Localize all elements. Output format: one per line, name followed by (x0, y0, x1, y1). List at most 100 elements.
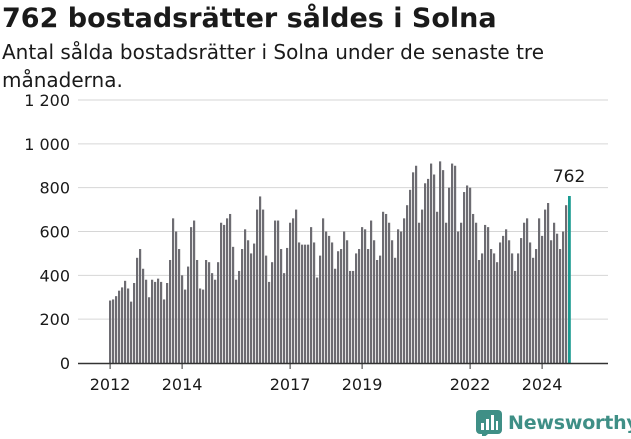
bar (265, 255, 268, 363)
x-tick-label: 2017 (270, 375, 311, 394)
bar (520, 238, 523, 363)
bar (433, 174, 436, 363)
bar-chart: 0 200 400 600 800 1 000 1 200 2012 2014 2017 2019… (24, 91, 608, 394)
bar (337, 251, 340, 363)
bar (523, 222, 526, 363)
bar (400, 231, 403, 363)
bar (475, 222, 478, 363)
bar (277, 220, 280, 363)
bar (178, 249, 181, 363)
y-tick-label: 1 200 (24, 91, 70, 110)
bar (343, 231, 346, 363)
bar (253, 243, 256, 363)
bar (184, 289, 187, 363)
bar (196, 259, 199, 363)
bar (373, 240, 376, 363)
bar (271, 262, 274, 363)
x-tick-label: 2014 (162, 375, 203, 394)
bar (181, 275, 184, 363)
bar (550, 240, 553, 363)
bar (565, 205, 568, 363)
bar (451, 163, 454, 363)
bar (322, 218, 325, 363)
bar (517, 253, 520, 363)
bar (454, 165, 457, 363)
bar (388, 222, 391, 363)
bar (118, 290, 121, 363)
bar (364, 229, 367, 363)
bar (190, 227, 193, 363)
bar (331, 242, 334, 363)
bar (358, 249, 361, 363)
bar (406, 205, 409, 363)
brand-name: Newsworthy (508, 412, 631, 434)
bar (436, 211, 439, 363)
bar (325, 231, 328, 363)
bar (298, 242, 301, 363)
bar (544, 209, 547, 363)
highlight-value-label: 762 (553, 167, 585, 187)
bar (496, 262, 499, 363)
bar (304, 244, 307, 363)
bar (490, 249, 493, 363)
bar (445, 222, 448, 363)
bar (241, 249, 244, 363)
bar (145, 279, 148, 363)
y-tick-label: 0 (60, 354, 70, 373)
bar (232, 246, 235, 363)
bar (154, 281, 157, 363)
bar (367, 249, 370, 363)
bar (361, 227, 364, 363)
bar (466, 185, 469, 363)
x-tick-label: 2012 (90, 375, 131, 394)
bar (415, 165, 418, 363)
bar (562, 231, 565, 363)
bar (217, 262, 220, 363)
bar (199, 288, 202, 363)
chart-grid (78, 99, 608, 320)
bar (214, 279, 217, 363)
bars (109, 161, 571, 363)
bar (160, 281, 163, 363)
bar (307, 244, 310, 363)
bar (412, 172, 415, 363)
bar (292, 218, 295, 363)
bar (553, 222, 556, 363)
bar (235, 279, 238, 363)
bar (394, 257, 397, 363)
bar (211, 273, 214, 363)
bar (139, 249, 142, 363)
bar (238, 270, 241, 363)
bar (505, 229, 508, 363)
bar (472, 213, 475, 363)
bar (439, 161, 442, 363)
bar (355, 253, 358, 363)
bar (370, 220, 373, 363)
bar (310, 227, 313, 363)
bar (397, 229, 400, 363)
bar (127, 288, 130, 363)
bar (403, 218, 406, 363)
bar (256, 209, 259, 363)
y-tick-label: 800 (39, 179, 70, 198)
bar (259, 196, 262, 363)
bar (151, 279, 154, 363)
bar (529, 242, 532, 363)
bar (547, 203, 550, 363)
bar (169, 259, 172, 363)
bar (508, 240, 511, 363)
bar (142, 268, 145, 363)
bar (220, 222, 223, 363)
bar (172, 218, 175, 363)
bar (502, 235, 505, 363)
bar (385, 213, 388, 363)
bar (301, 244, 304, 363)
bar (205, 259, 208, 363)
bar (541, 235, 544, 363)
bar (163, 299, 166, 363)
bar (226, 218, 229, 363)
bar (334, 268, 337, 363)
bar (487, 227, 490, 363)
bar (478, 259, 481, 363)
bar (250, 253, 253, 363)
